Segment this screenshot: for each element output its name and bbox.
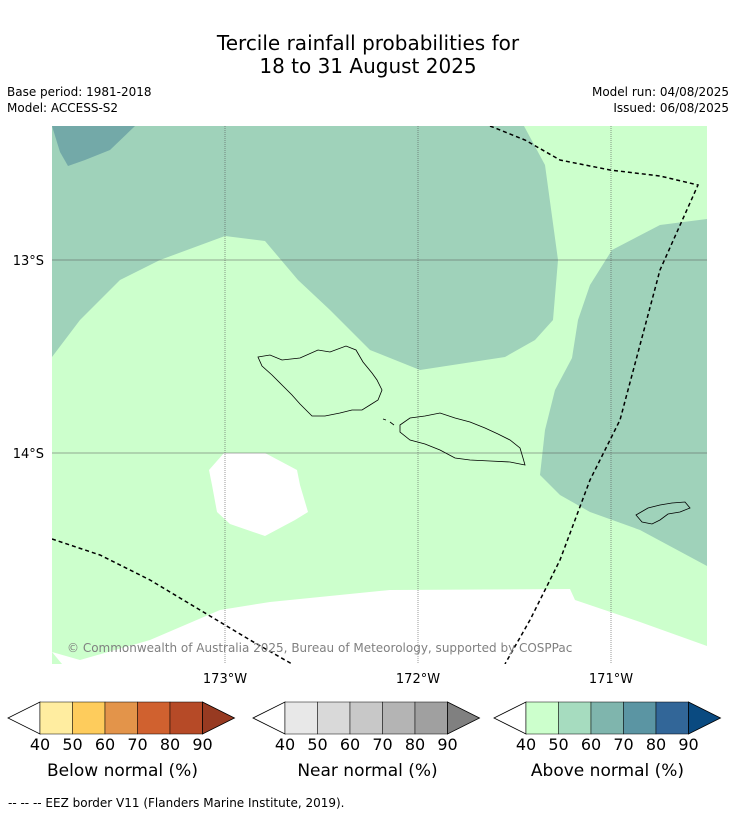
colorbar-below-tick: 50 (62, 735, 82, 754)
colorbar-above-segment (623, 701, 657, 735)
island-upolu (399, 412, 526, 466)
colorbar-above-min-extend (493, 701, 527, 735)
colorbar-below-tick: 40 (30, 735, 50, 754)
colorbar-below-max-extend (202, 701, 236, 735)
colorbar-near-tick: 90 (437, 735, 457, 754)
colorbar-below-tick: 70 (127, 735, 147, 754)
colorbar-above-segment (558, 701, 592, 735)
colorbar-above-tick: 40 (516, 735, 536, 754)
colorbar-above-tick: 90 (678, 735, 698, 754)
probability-above-50-area-north (52, 126, 558, 370)
eez-footnote: -- -- -- EEZ border V11 (Flanders Marine… (8, 796, 345, 810)
colorbar-below-segment (169, 701, 203, 735)
colorbar-above-segment (590, 701, 624, 735)
colorbar-near-max-extend (447, 701, 481, 735)
colorbar-above-max-extend (688, 701, 722, 735)
title-line-2: 18 to 31 August 2025 (259, 54, 477, 78)
probability-above-50-area-east (540, 219, 707, 566)
colorbar-below-segment (39, 701, 73, 735)
colorbar-below-segment (137, 701, 171, 735)
colorbar-below-segment (72, 701, 106, 735)
colorbar-near-tick: 40 (275, 735, 295, 754)
eez-border-east (489, 126, 700, 664)
model-name: Model: ACCESS-S2 (7, 101, 119, 115)
no-signal-area-west (209, 453, 308, 536)
lat-label-13s: 13°S (13, 254, 44, 269)
no-signal-area-south (52, 589, 707, 664)
map-panel (52, 126, 707, 664)
copyright-notice: © Commonwealth of Australia 2025, Bureau… (67, 641, 573, 655)
probability-above-60-area (52, 126, 135, 166)
colorbar-above-segment (655, 701, 689, 735)
colorbar-below-tick: 80 (160, 735, 180, 754)
issued-date: Issued: 06/08/2025 (613, 101, 729, 115)
colorbars: 40 50 60 70 80 90 40 50 60 70 80 90 40 50 60 70 80 90 (7, 701, 722, 754)
colorbar-near-segment (382, 701, 416, 735)
colorbar-near-segment (317, 701, 351, 735)
colorbar-above-segment (525, 701, 559, 735)
colorbar-above-tick: 80 (646, 735, 666, 754)
colorbar-label-near: Near normal (%) (297, 761, 438, 781)
colorbar-below-tick: 60 (95, 735, 115, 754)
lat-label-14s: 14°S (13, 447, 44, 462)
lon-label-171w: 171°W (589, 672, 633, 687)
colorbar-label-above: Above normal (%) (530, 761, 685, 781)
colorbar-below-segment (104, 701, 138, 735)
colorbar-above-tick: 60 (581, 735, 601, 754)
colorbar-above-tick: 70 (613, 735, 633, 754)
model-run: Model run: 04/08/2025 (591, 85, 729, 99)
colorbar-near-tick: 80 (405, 735, 425, 754)
lon-label-173w: 173°W (203, 672, 247, 687)
title-line-1: Tercile rainfall probabilities for (216, 31, 520, 55)
colorbar-above-tick: 50 (548, 735, 568, 754)
colorbar-near-min-extend (252, 701, 286, 735)
colorbar-near-tick: 70 (372, 735, 392, 754)
lon-label-172w: 172°W (396, 672, 440, 687)
island-tutuila (635, 501, 691, 525)
colorbar-near-segment (414, 701, 448, 735)
colorbar-near-tick: 50 (307, 735, 327, 754)
island-small (382, 418, 395, 426)
colorbar-near-tick: 60 (340, 735, 360, 754)
colorbar-label-below: Below normal (%) (47, 761, 198, 781)
colorbar-near-segment (349, 701, 383, 735)
colorbar-near-segment (284, 701, 318, 735)
base-period: Base period: 1981-2018 (7, 85, 152, 99)
island-savaii (257, 345, 383, 417)
eez-border-southwest (52, 538, 293, 664)
colorbar-below-min-extend (7, 701, 41, 735)
colorbar-below-tick: 90 (192, 735, 212, 754)
